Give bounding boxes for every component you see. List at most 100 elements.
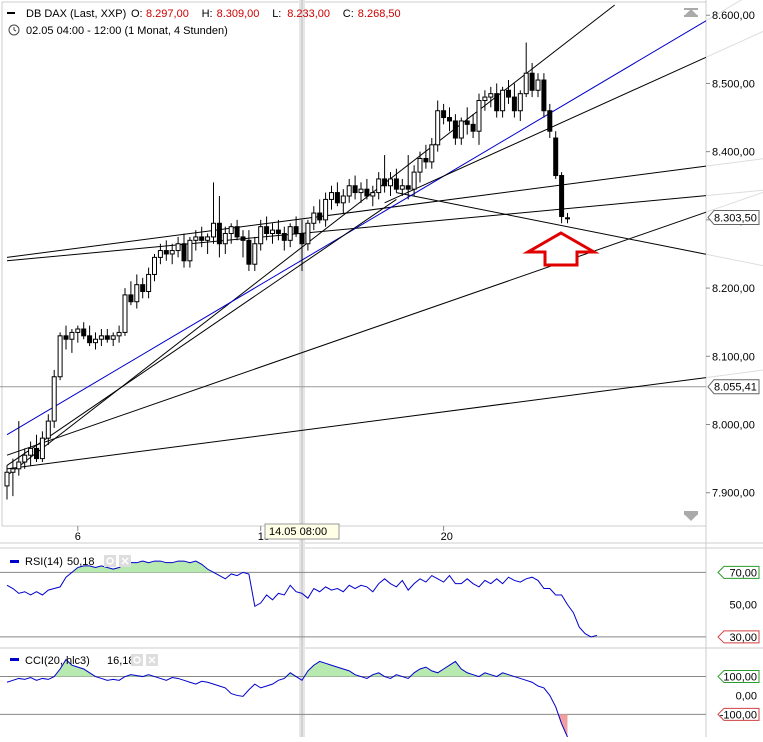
candle[interactable] (75, 325, 81, 343)
candle[interactable] (146, 267, 152, 299)
candle[interactable] (234, 219, 240, 241)
candle[interactable] (405, 155, 411, 200)
candle[interactable] (104, 329, 110, 343)
candle[interactable] (264, 216, 270, 241)
candle[interactable] (435, 100, 441, 152)
trendline[interactable] (396, 192, 707, 255)
candle[interactable] (128, 281, 134, 306)
candle[interactable] (565, 213, 570, 224)
scroll-down-icon[interactable] (684, 511, 698, 521)
candle[interactable] (482, 90, 488, 111)
candle[interactable] (358, 182, 364, 203)
candle[interactable] (417, 151, 423, 183)
candle[interactable] (39, 431, 45, 463)
candle[interactable] (523, 42, 529, 98)
close-icon[interactable] (146, 654, 158, 666)
candle[interactable] (376, 172, 382, 200)
candle[interactable] (494, 83, 500, 118)
candle[interactable] (270, 223, 275, 244)
settings-icon[interactable] (131, 654, 143, 666)
indicator-line[interactable] (6, 658, 568, 738)
candle[interactable] (45, 414, 51, 445)
candle[interactable] (187, 236, 193, 268)
candle[interactable] (447, 107, 452, 132)
candle[interactable] (429, 138, 435, 169)
candle[interactable] (211, 182, 216, 244)
candle[interactable] (388, 172, 393, 196)
candle[interactable] (287, 223, 293, 248)
candle[interactable] (275, 219, 281, 241)
candle[interactable] (323, 192, 329, 227)
candle[interactable] (140, 277, 146, 299)
candle[interactable] (500, 86, 506, 118)
candle[interactable] (199, 226, 205, 248)
candle[interactable] (116, 325, 122, 343)
candle[interactable] (529, 62, 535, 98)
candle[interactable] (393, 168, 399, 193)
scroll-up-icon[interactable] (684, 8, 698, 17)
candle[interactable] (464, 107, 470, 135)
candles[interactable] (4, 42, 570, 500)
candle[interactable] (411, 165, 417, 196)
minus-icon[interactable] (0, 0, 18, 20)
candle[interactable] (163, 240, 169, 261)
candle[interactable] (458, 117, 464, 145)
trendline[interactable] (6, 198, 397, 466)
trendline[interactable] (6, 377, 707, 470)
trendline[interactable] (6, 165, 707, 258)
candle[interactable] (553, 131, 559, 179)
candle[interactable] (81, 322, 87, 340)
close-icon[interactable] (119, 555, 131, 567)
candle[interactable] (305, 219, 311, 251)
candle[interactable] (87, 325, 93, 347)
candle[interactable] (22, 448, 28, 469)
candle[interactable] (506, 80, 511, 104)
candle[interactable] (157, 243, 163, 265)
candle[interactable] (175, 236, 181, 258)
candle[interactable] (181, 233, 187, 268)
candle[interactable] (134, 274, 140, 309)
candle[interactable] (93, 332, 98, 350)
candle[interactable] (423, 144, 429, 169)
candle[interactable] (98, 329, 104, 347)
candle[interactable] (110, 332, 116, 347)
candle[interactable] (352, 175, 358, 200)
candle[interactable] (311, 206, 317, 231)
candle[interactable] (228, 223, 234, 244)
candle[interactable] (246, 230, 252, 272)
candle[interactable] (51, 369, 57, 428)
trendline[interactable] (6, 4, 616, 477)
candle[interactable] (476, 93, 482, 145)
candle[interactable] (346, 178, 352, 203)
candle[interactable] (511, 83, 517, 118)
candle[interactable] (370, 185, 376, 207)
candle[interactable] (169, 243, 175, 265)
candle[interactable] (193, 230, 199, 251)
candle[interactable] (122, 288, 128, 336)
candle[interactable] (334, 182, 340, 207)
candle[interactable] (541, 73, 547, 118)
trendline[interactable] (384, 56, 707, 204)
settings-icon[interactable] (104, 555, 116, 567)
candle[interactable] (34, 434, 39, 463)
candle[interactable] (205, 233, 211, 254)
candle[interactable] (441, 103, 447, 125)
candle[interactable] (4, 465, 10, 500)
candle[interactable] (317, 199, 323, 224)
candle[interactable] (470, 114, 476, 139)
candle[interactable] (281, 226, 287, 251)
candle[interactable] (329, 185, 334, 210)
candle[interactable] (216, 195, 222, 258)
candle[interactable] (517, 90, 523, 121)
trendline-blue[interactable] (6, 20, 707, 436)
candle[interactable] (299, 219, 305, 272)
candle[interactable] (488, 86, 494, 108)
candle[interactable] (399, 178, 405, 196)
trendline[interactable] (6, 211, 707, 456)
candle[interactable] (252, 236, 258, 272)
candle[interactable] (240, 230, 246, 258)
candle[interactable] (364, 178, 370, 200)
candle[interactable] (382, 155, 388, 193)
candle[interactable] (152, 253, 157, 282)
candle[interactable] (69, 329, 75, 353)
